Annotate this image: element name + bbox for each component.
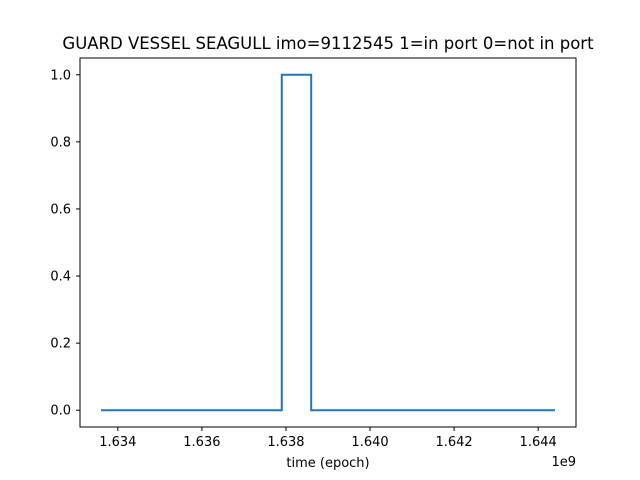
x-tick-label: 1.638 xyxy=(267,435,304,450)
x-tick-label: 1.644 xyxy=(520,435,557,450)
y-tick-label: 0.0 xyxy=(50,404,71,419)
plot-background xyxy=(80,58,576,427)
y-tick-label: 0.4 xyxy=(50,270,71,285)
plot-border xyxy=(79,57,577,428)
y-tick-label: 0.6 xyxy=(50,202,71,217)
x-axis-ticks: 1.634 1.636 1.638 1.640 1.642 1.644 xyxy=(99,427,557,450)
x-tick-label: 1.634 xyxy=(99,435,136,450)
x-axis-offset-label: 1e9 xyxy=(551,455,576,470)
y-tick-label: 0.8 xyxy=(50,135,71,150)
y-tick-label: 1.0 xyxy=(50,68,71,83)
plot-area: 1.634 1.636 1.638 1.640 1.642 1.644 0.0 0.2 0.4… xyxy=(50,57,577,450)
series-line-0 xyxy=(101,73,555,412)
chart-title: GUARD VESSEL SEAGULL imo=9112545 1=in po… xyxy=(62,34,594,53)
y-axis-ticks: 0.0 0.2 0.4 0.6 0.8 1.0 xyxy=(50,68,80,419)
x-axis-label: time (epoch) xyxy=(286,456,369,471)
x-tick-label: 1.642 xyxy=(435,435,472,450)
series-layer xyxy=(101,73,555,412)
x-tick-label: 1.640 xyxy=(351,435,388,450)
y-tick-label: 0.2 xyxy=(50,337,71,352)
x-tick-label: 1.636 xyxy=(183,435,220,450)
